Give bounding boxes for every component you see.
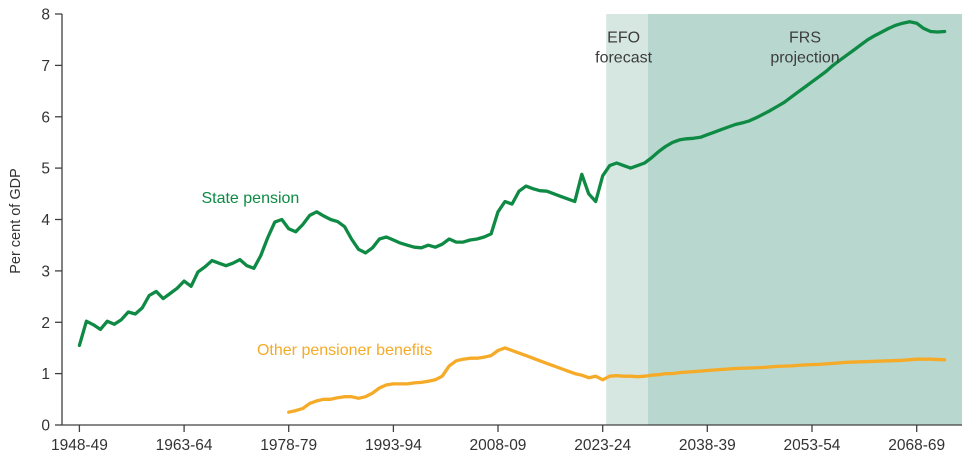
y-tick-label: 7 xyxy=(41,58,50,75)
x-tick-label: 1978-79 xyxy=(260,437,317,454)
y-tick-label: 2 xyxy=(41,315,50,332)
state-pension-label: State pension xyxy=(201,190,299,207)
x-tick-label: 2008-09 xyxy=(470,437,527,454)
frs-projection-band xyxy=(648,14,962,425)
y-axis-title: Per cent of GDP xyxy=(8,168,24,274)
x-tick-label: 2068-69 xyxy=(888,437,945,454)
other-pensioner-benefits-line xyxy=(287,346,947,414)
y-tick-label: 3 xyxy=(41,263,50,280)
x-tick-label: 1948-49 xyxy=(51,437,108,454)
x-tick-label: 2053-54 xyxy=(784,437,841,454)
y-tick-label: 8 xyxy=(41,7,50,24)
state-pension-line xyxy=(77,20,947,348)
frs-projection-label: FRS projection xyxy=(770,29,839,66)
chart-layers: 0 1 2 3 4 5 6 7 8 1948-49 1963-64 1978-79 1993-94 200… xyxy=(41,7,962,454)
y-tick-label: 0 xyxy=(41,418,50,435)
efo-forecast-label: EFO forecast xyxy=(595,29,652,66)
y-tick-label: 5 xyxy=(41,161,50,178)
x-tick-label: 1993-94 xyxy=(365,437,422,454)
y-tick-label: 4 xyxy=(41,212,50,229)
y-tick-label: 6 xyxy=(41,109,50,126)
other-pensioner-benefits-label: Other pensioner benefits xyxy=(257,342,432,359)
x-tick-label: 2023-24 xyxy=(574,437,631,454)
efo-forecast-band xyxy=(606,14,649,425)
x-tick-label: 2038-39 xyxy=(679,437,736,454)
x-tick-label: 1963-64 xyxy=(156,437,213,454)
y-tick-label: 1 xyxy=(41,366,50,383)
